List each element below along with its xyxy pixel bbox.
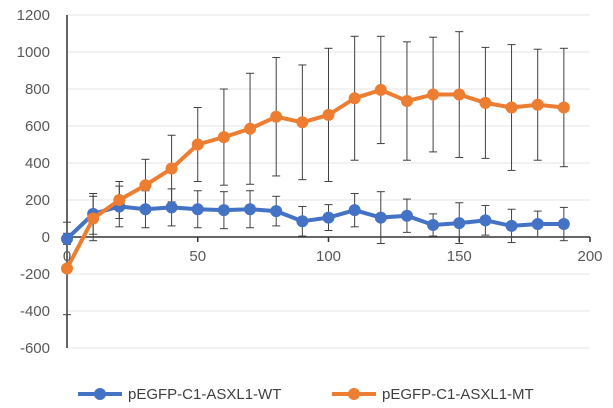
y-tick-label: -600	[20, 340, 50, 357]
legend-item-1: pEGFP-C1-ASXL1-WT	[78, 386, 281, 403]
data-point	[427, 218, 440, 231]
data-point	[296, 215, 309, 228]
series-line-2	[65, 87, 565, 270]
x-tick-label: 150	[447, 248, 472, 265]
legend-label: pEGFP-C1-ASXL1-MT	[382, 386, 534, 403]
data-point	[270, 110, 283, 123]
data-point	[531, 218, 544, 231]
data-point	[400, 209, 413, 222]
error-bars	[63, 31, 568, 316]
x-tick-label: 100	[316, 248, 341, 265]
legend-marker	[348, 388, 360, 400]
legend-marker	[94, 388, 106, 400]
data-point	[374, 211, 387, 224]
y-tick-label: 800	[25, 81, 50, 98]
y-tick-label: 0	[42, 229, 50, 246]
data-point	[531, 98, 544, 111]
y-tick-label: 200	[25, 192, 50, 209]
data-point	[427, 88, 440, 101]
data-point	[348, 204, 361, 217]
series	[61, 83, 570, 275]
data-point	[374, 83, 387, 96]
legend: pEGFP-C1-ASXL1-WT pEGFP-C1-ASXL1-MT	[78, 386, 534, 403]
y-tick-label: -400	[20, 303, 50, 320]
y-tick-label: 1200	[17, 7, 50, 24]
y-tick-label: -200	[20, 266, 50, 283]
data-point	[505, 219, 518, 232]
data-point	[191, 138, 204, 151]
data-point	[453, 217, 466, 230]
data-point	[113, 194, 126, 206]
data-point	[322, 211, 335, 224]
data-point	[479, 96, 492, 109]
data-point	[217, 204, 230, 217]
data-point	[61, 232, 73, 245]
legend-item-2: pEGFP-C1-ASXL1-MT	[332, 386, 534, 403]
data-point	[479, 214, 492, 227]
data-point	[87, 212, 100, 225]
data-point	[400, 95, 413, 108]
data-point	[165, 162, 178, 175]
x-axis-tick-labels: 0 50 100 150 200	[63, 248, 603, 265]
data-point	[61, 262, 73, 275]
data-point	[244, 122, 257, 135]
y-tick-label: 400	[25, 155, 50, 172]
data-point	[505, 101, 518, 114]
y-tick-label: 600	[25, 118, 50, 135]
data-point	[322, 108, 335, 121]
data-point	[139, 203, 152, 216]
data-point	[139, 179, 152, 192]
legend-label: pEGFP-C1-ASXL1-WT	[128, 386, 281, 403]
y-tick-label: 1000	[17, 44, 50, 61]
data-point	[296, 116, 309, 129]
data-point	[244, 203, 257, 216]
data-point	[165, 201, 178, 214]
data-point	[217, 131, 230, 144]
data-point	[557, 218, 570, 231]
data-point	[191, 203, 204, 216]
x-tick-label: 200	[577, 248, 602, 265]
data-point	[270, 205, 283, 218]
data-point	[453, 88, 466, 101]
x-tick-label: 0	[63, 248, 71, 265]
data-point	[348, 92, 361, 105]
y-axis-tick-labels: -600 -400 -200 0 200 400 600 800 1000 1200	[17, 7, 50, 357]
x-tick-label: 50	[189, 248, 206, 265]
data-point	[557, 101, 570, 114]
